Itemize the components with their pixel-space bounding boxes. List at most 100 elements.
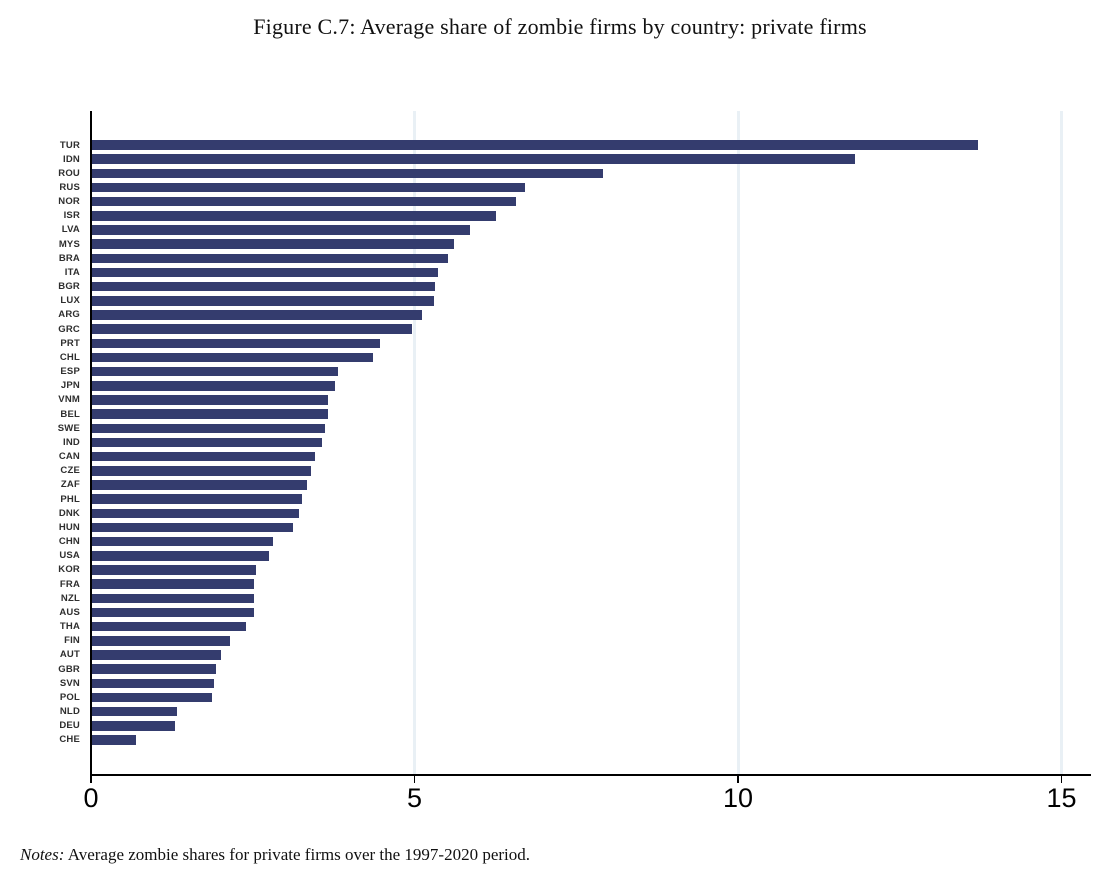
- bar-swe: [92, 423, 325, 434]
- country-label-mys: MYS: [58, 238, 80, 250]
- country-label-usa: USA: [59, 550, 80, 562]
- bar-dnk: [92, 508, 300, 519]
- bar-nzl: [92, 593, 254, 604]
- country-label-idn: IDN: [63, 153, 80, 165]
- country-label-chn: CHN: [58, 536, 80, 548]
- bar-tha: [92, 621, 246, 632]
- notes-text: Average zombie shares for private firms …: [64, 845, 531, 864]
- bar-esp: [92, 366, 338, 377]
- bar-chn: [92, 536, 274, 547]
- bar-bel: [92, 409, 329, 419]
- bar-fra: [92, 579, 255, 589]
- bar-gbr: [92, 664, 216, 674]
- bar-bra: [92, 253, 448, 264]
- x-axis-line: [90, 774, 1091, 776]
- bar-aut: [92, 650, 222, 660]
- country-label-gbr: GBR: [58, 663, 80, 675]
- country-label-ita: ITA: [64, 266, 80, 278]
- country-label-tur: TUR: [59, 139, 80, 151]
- figure-notes: Notes: Average zombie shares for private…: [20, 845, 530, 865]
- bar-nld: [92, 706, 178, 717]
- country-label-nor: NOR: [58, 196, 80, 208]
- x-tick-5: [413, 775, 416, 783]
- bar-ita: [92, 267, 439, 278]
- country-label-zaf: ZAF: [60, 479, 80, 491]
- country-label-aut: AUT: [59, 649, 80, 661]
- country-label-jpn: JPN: [60, 380, 80, 392]
- country-label-nzl: NZL: [60, 592, 80, 604]
- country-label-can: CAN: [58, 451, 80, 463]
- country-label-che: CHE: [59, 734, 80, 746]
- bar-pol: [92, 692, 212, 703]
- figure-title: Figure C.7: Average share of zombie firm…: [253, 14, 867, 39]
- x-tick-label-10: 10: [722, 783, 754, 813]
- x-tick-0: [90, 775, 92, 783]
- bar-jpn: [92, 381, 335, 391]
- x-tick-15: [1060, 775, 1063, 783]
- bar-deu: [92, 721, 175, 731]
- country-label-grc: GRC: [58, 323, 80, 335]
- country-label-vnm: VNM: [58, 394, 80, 406]
- bar-prt: [92, 338, 380, 349]
- bar-rus: [92, 182, 526, 193]
- bar-arg: [92, 310, 422, 320]
- bar-phl: [92, 494, 303, 504]
- bar-grc: [92, 324, 413, 334]
- country-label-bra: BRA: [58, 252, 80, 264]
- bar-can: [92, 451, 316, 462]
- bar-usa: [92, 551, 270, 561]
- gridline-x15: [1060, 111, 1063, 775]
- country-label-fin: FIN: [64, 635, 80, 647]
- bar-ind: [92, 437, 322, 448]
- country-label-rus: RUS: [59, 181, 80, 193]
- bar-idn: [92, 154, 856, 164]
- bar-aus: [92, 607, 254, 618]
- country-label-bel: BEL: [60, 408, 80, 420]
- notes-label: Notes:: [20, 845, 65, 864]
- bar-che: [92, 735, 136, 745]
- country-label-ind: IND: [63, 436, 80, 448]
- bar-vnm: [92, 395, 329, 405]
- gridline-x5: [413, 111, 416, 775]
- country-label-lux: LUX: [60, 295, 80, 307]
- country-label-aus: AUS: [59, 606, 80, 618]
- bar-rou: [92, 168, 604, 179]
- country-label-hun: HUN: [58, 521, 80, 533]
- country-label-cze: CZE: [60, 465, 80, 477]
- bar-lux: [92, 296, 434, 306]
- country-label-deu: DEU: [59, 720, 80, 732]
- bar-kor: [92, 565, 256, 575]
- bar-lva: [92, 225, 471, 235]
- bar-bgr: [92, 281, 435, 292]
- country-label-nld: NLD: [59, 706, 80, 718]
- bar-nor: [92, 196, 516, 207]
- country-label-dnk: DNK: [58, 507, 80, 519]
- bar-svn: [92, 678, 214, 689]
- gridline-x10: [736, 111, 740, 775]
- bar-fin: [92, 636, 231, 646]
- country-label-svn: SVN: [59, 677, 80, 689]
- bar-mys: [92, 239, 455, 249]
- country-label-isr: ISR: [63, 210, 80, 222]
- country-label-esp: ESP: [60, 366, 80, 378]
- country-label-phl: PHL: [60, 493, 80, 505]
- x-tick-10: [737, 775, 739, 783]
- bar-hun: [92, 522, 293, 533]
- country-label-prt: PRT: [60, 337, 80, 349]
- country-label-kor: KOR: [58, 564, 80, 576]
- bar-isr: [92, 211, 497, 221]
- country-label-swe: SWE: [57, 422, 80, 434]
- bar-chl: [92, 352, 374, 363]
- country-label-arg: ARG: [58, 309, 80, 321]
- country-label-pol: POL: [59, 691, 80, 703]
- country-label-rou: ROU: [58, 167, 80, 179]
- x-tick-label-5: 5: [406, 783, 423, 813]
- bar-tur: [92, 140, 979, 150]
- country-label-bgr: BGR: [58, 281, 80, 293]
- y-axis-line: [90, 111, 92, 775]
- country-label-tha: THA: [59, 621, 80, 633]
- bar-chart: TUR IDN ROU RUS NOR ISR LVA MYS BRA ITA BGR LUX ARG G…: [57, 111, 1091, 813]
- bar-cze: [92, 466, 311, 476]
- bar-zaf: [92, 480, 307, 490]
